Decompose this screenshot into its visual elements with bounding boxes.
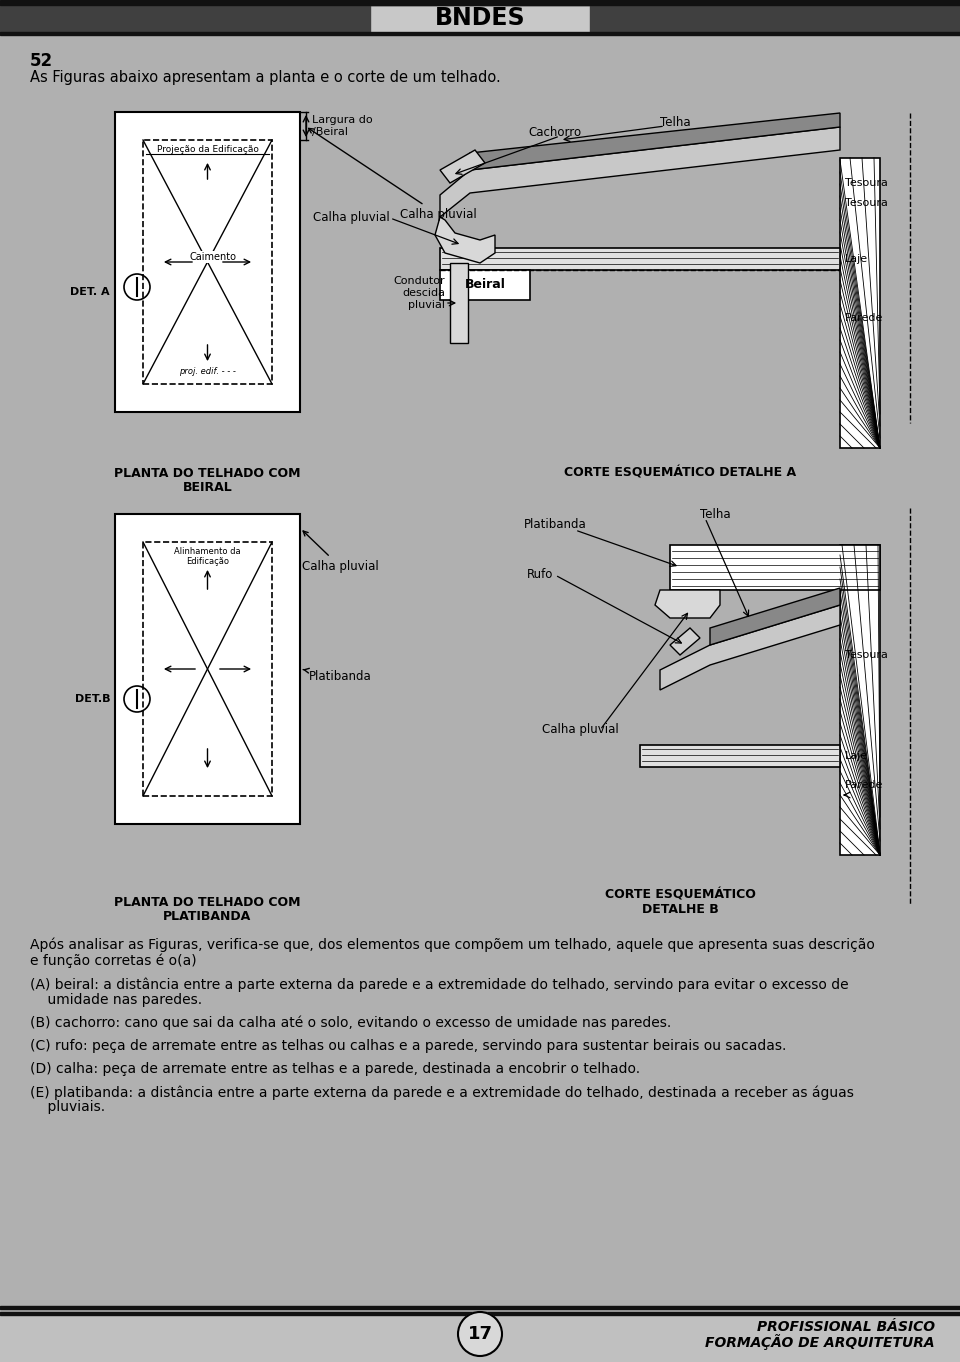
Text: Laje: Laje (845, 750, 868, 761)
Text: Rufo: Rufo (527, 568, 553, 582)
Text: BNDES: BNDES (435, 5, 525, 30)
Polygon shape (710, 588, 840, 646)
Polygon shape (660, 605, 840, 691)
Text: FORMAÇÃO DE ARQUITETURA: FORMAÇÃO DE ARQUITETURA (706, 1333, 935, 1350)
Text: 17: 17 (468, 1325, 492, 1343)
Text: (B) cachorro: cano que sai da calha até o solo, evitando o excesso de umidade na: (B) cachorro: cano que sai da calha até … (30, 1016, 671, 1031)
Bar (640, 745, 840, 767)
Text: umidade nas paredes.: umidade nas paredes. (30, 993, 203, 1007)
Text: PLANTA DO TELHADO COM: PLANTA DO TELHADO COM (114, 467, 300, 479)
Polygon shape (435, 217, 495, 263)
Text: PLANTA DO TELHADO COM: PLANTA DO TELHADO COM (114, 896, 300, 908)
Bar (840, 545, 880, 855)
Bar (0, 5, 370, 31)
Text: Projeção da Edificação: Projeção da Edificação (156, 144, 258, 154)
Text: Parede: Parede (845, 313, 883, 323)
Bar (62, 494, 910, 914)
Text: (C) rufo: peça de arremate entre as telhas ou calhas e a parede, servindo para s: (C) rufo: peça de arremate entre as telh… (30, 1039, 786, 1053)
Text: (E) platibanda: a distância entre a parte externa da parede e a extremidade do t: (E) platibanda: a distância entre a part… (30, 1086, 853, 1099)
Text: Calha pluvial: Calha pluvial (313, 211, 390, 225)
Text: BEIRAL: BEIRAL (182, 481, 232, 494)
Text: Alinhamento da
Edificação: Alinhamento da Edificação (174, 548, 241, 567)
Text: Tesoura: Tesoura (845, 178, 888, 188)
Text: Calha pluvial: Calha pluvial (308, 128, 477, 221)
Polygon shape (440, 127, 840, 217)
Polygon shape (470, 113, 840, 170)
Text: Tesoura: Tesoura (845, 650, 888, 661)
Text: Calha pluvial: Calha pluvial (541, 723, 618, 737)
Bar (670, 545, 880, 590)
Bar (0, 1314, 960, 1362)
Text: Laje: Laje (845, 253, 868, 264)
Polygon shape (440, 150, 485, 183)
Bar (440, 248, 840, 270)
Text: Após analisar as Figuras, verifica-se que, dos elementos que compõem um telhado,: Após analisar as Figuras, verifica-se qu… (30, 938, 875, 952)
Bar (0, 1, 960, 5)
Polygon shape (670, 628, 700, 655)
Bar (62, 93, 910, 482)
Text: (A) beiral: a distância entre a parte externa da parede e a extremidade do telha: (A) beiral: a distância entre a parte ex… (30, 978, 849, 993)
Text: 52: 52 (30, 52, 53, 69)
Text: DET. A: DET. A (70, 287, 110, 297)
Bar (840, 158, 880, 448)
Text: Platibanda: Platibanda (523, 518, 587, 531)
Text: Calha pluvial: Calha pluvial (301, 531, 378, 573)
Text: As Figuras abaixo apresentam a planta e o corte de um telhado.: As Figuras abaixo apresentam a planta e … (30, 69, 501, 84)
Bar (0, 1312, 960, 1314)
Text: CORTE ESQUEMÁTICO DETALHE A: CORTE ESQUEMÁTICO DETALHE A (564, 467, 796, 479)
Text: Beiral: Beiral (465, 278, 505, 291)
Text: DETALHE B: DETALHE B (641, 903, 718, 917)
Circle shape (458, 1312, 502, 1357)
Bar (440, 270, 530, 300)
Text: Largura do
/Beiral: Largura do /Beiral (312, 116, 372, 136)
Text: Cachorro: Cachorro (528, 127, 582, 139)
Text: Parede: Parede (845, 780, 883, 790)
Bar (0, 5, 960, 31)
Bar (0, 31, 960, 35)
Bar (143, 140, 272, 384)
Text: PROFISSIONAL BÁSICO: PROFISSIONAL BÁSICO (757, 1320, 935, 1333)
Text: Telha: Telha (660, 116, 690, 129)
Bar (0, 1306, 960, 1309)
Text: proj. edif. - - -: proj. edif. - - - (180, 366, 236, 376)
Bar (115, 112, 300, 411)
Bar (143, 542, 272, 795)
Bar (0, 1308, 960, 1362)
Bar (0, 0, 960, 5)
Text: Telha: Telha (700, 508, 731, 522)
Text: PLATIBANDA: PLATIBANDA (163, 910, 252, 923)
Text: Caimento: Caimento (189, 252, 236, 262)
Text: DET.B: DET.B (75, 695, 110, 704)
Bar (590, 5, 960, 31)
Bar (450, 263, 468, 343)
Text: pluviais.: pluviais. (30, 1100, 106, 1114)
Polygon shape (655, 590, 720, 618)
Text: Tesoura: Tesoura (845, 197, 888, 208)
Bar (115, 513, 300, 824)
Text: CORTE ESQUEMÁTICO: CORTE ESQUEMÁTICO (605, 889, 756, 902)
Text: (D) calha: peça de arremate entre as telhas e a parede, destinada a encobrir o t: (D) calha: peça de arremate entre as tel… (30, 1062, 640, 1076)
Text: Platibanda: Platibanda (303, 669, 372, 682)
Text: Condutor
descida
pluvial: Condutor descida pluvial (394, 276, 445, 309)
Text: e função corretas é o(a): e função corretas é o(a) (30, 953, 197, 967)
